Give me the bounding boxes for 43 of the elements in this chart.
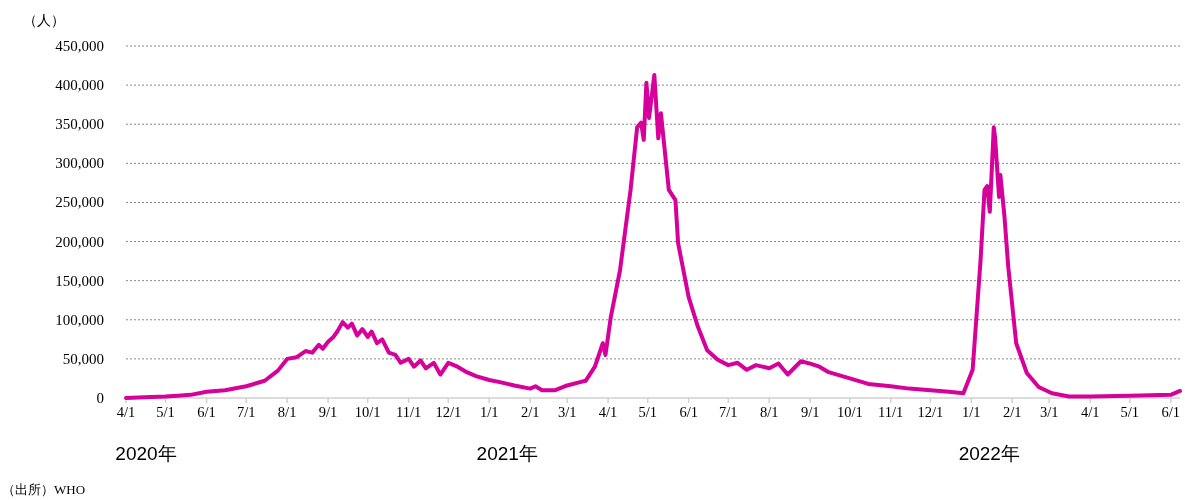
y-tick-label: 0 xyxy=(96,390,104,406)
y-tick-label: 300,000 xyxy=(55,155,104,172)
y-tick-label: 150,000 xyxy=(55,272,104,289)
text: （出所）WHO xyxy=(2,482,86,497)
x-tick-label: 2/1 xyxy=(520,404,540,420)
y-tick-label: 100,000 xyxy=(55,311,104,328)
x-tick-label: 1/1 xyxy=(479,404,499,420)
y-tick-label: 350,000 xyxy=(55,116,104,133)
x-tick-label: 3/1 xyxy=(1039,404,1059,420)
y-axis-title: （人） xyxy=(23,13,65,28)
y-tick-label: 400,000 xyxy=(55,77,104,94)
x-tick-label: 12/1 xyxy=(917,404,944,420)
x-tick-label: 11/1 xyxy=(878,404,904,420)
x-tick-label: 5/1 xyxy=(156,404,175,420)
x-tick-label: 4/1 xyxy=(598,404,618,420)
x-tick-label: 9/1 xyxy=(318,404,338,420)
x-tick-label: 8/1 xyxy=(277,404,297,420)
x-tick-label: 4/1 xyxy=(1080,404,1100,420)
x-tick-label: 5/1 xyxy=(638,404,657,420)
x-tick-label: 7/1 xyxy=(236,404,256,420)
y-tick-label: 200,000 xyxy=(55,233,104,250)
line-series xyxy=(124,72,1182,400)
x-tick-label: 6/1 xyxy=(679,404,698,420)
x-tick-label: 1/1 xyxy=(962,404,981,420)
x-tick-label: 4/1 xyxy=(116,404,136,420)
x-tick-label: 10/1 xyxy=(836,404,863,420)
x-tick-label: 6/1 xyxy=(197,404,216,420)
text: 2020年 xyxy=(115,443,177,464)
x-tick-label: 2/1 xyxy=(1002,404,1022,420)
x-tick-label: 5/1 xyxy=(1120,404,1140,420)
text: 2022年 xyxy=(958,443,1020,464)
y-tick-label: 450,000 xyxy=(55,38,104,54)
x-tick-label: 9/1 xyxy=(800,404,820,420)
y-tick-label: 50,000 xyxy=(62,350,104,367)
x-tick-label: 10/1 xyxy=(354,404,381,420)
x-tick-label: 3/1 xyxy=(557,404,577,420)
x-tick-label: 11/1 xyxy=(396,404,422,420)
x-tick-label: 8/1 xyxy=(759,404,779,420)
text: 2021年 xyxy=(476,443,538,464)
y-tick-label: 250,000 xyxy=(55,194,104,211)
x-tick-label: 6/1 xyxy=(1161,404,1181,420)
x-tick-label: 12/1 xyxy=(435,404,462,420)
x-tick-label: 7/1 xyxy=(719,404,738,420)
